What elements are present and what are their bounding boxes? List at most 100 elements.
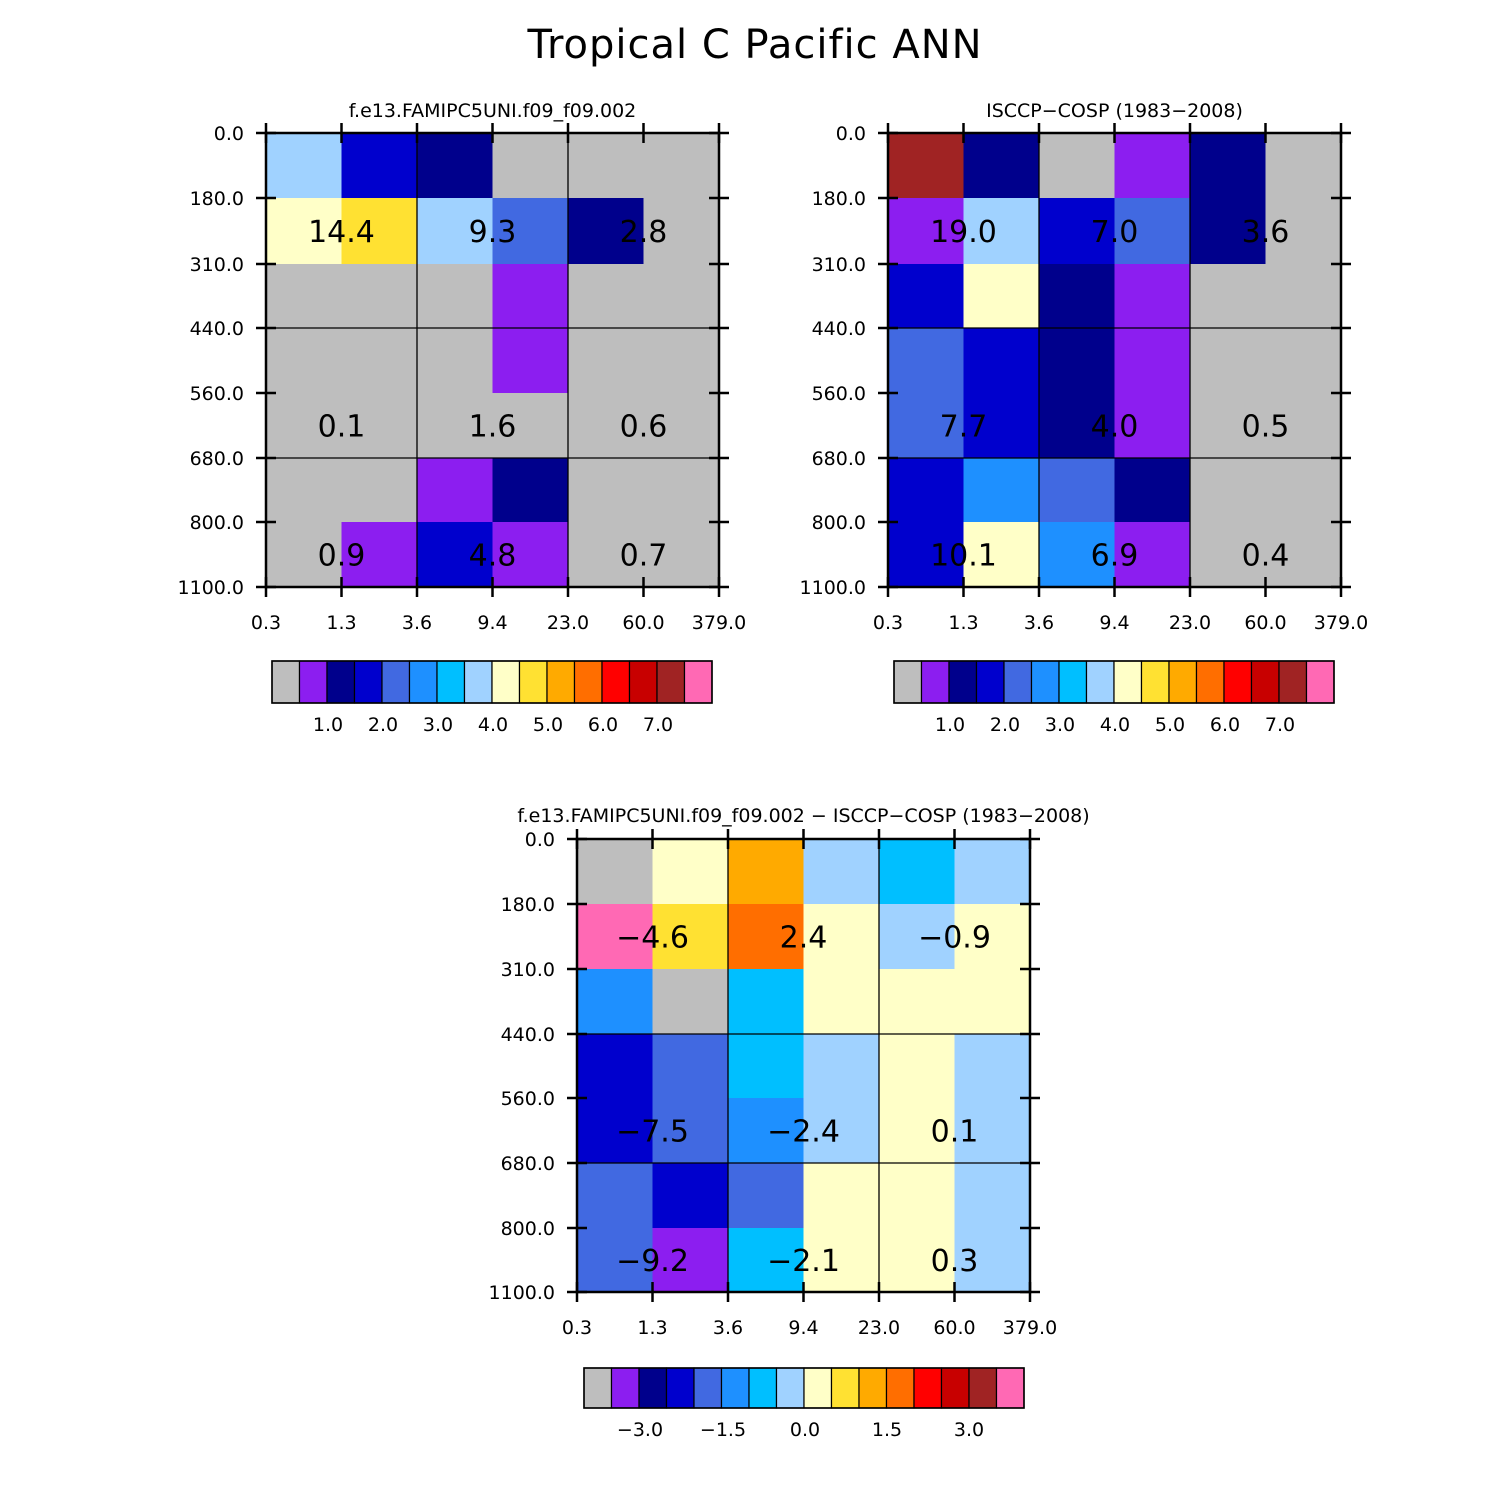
heatmap-cell <box>341 458 418 523</box>
heatmap-cell <box>643 522 720 588</box>
panel-title: f.e13.FAMIPC5UNI.f09_f09.002 <box>349 100 637 122</box>
heatmap-cell <box>417 198 493 265</box>
heatmap-cell <box>492 133 569 199</box>
heatmap-cell <box>1114 522 1191 588</box>
heatmap-cell <box>954 839 1031 905</box>
heatmap-cell <box>492 522 569 588</box>
region-value-label: −4.6 <box>616 921 689 956</box>
y-tick-label: 800.0 <box>812 512 866 534</box>
heatmap-cell <box>1190 133 1266 199</box>
x-tick-label: 60.0 <box>933 1317 975 1339</box>
heatmap-cell <box>803 904 880 970</box>
colorbar-swatch <box>326 660 356 704</box>
heatmap-cell <box>652 839 729 905</box>
heatmap-cell <box>492 198 569 265</box>
heatmap-cell <box>643 458 720 523</box>
x-tick-label: 9.4 <box>477 612 507 634</box>
colorbar-swatch <box>546 660 576 704</box>
heatmap-cell <box>728 904 804 970</box>
panel-title: f.e13.FAMIPC5UNI.f09_f09.002 − ISCCP−COS… <box>517 805 1089 827</box>
region-value-label: −0.9 <box>918 921 991 956</box>
heatmap-cell <box>652 1098 729 1164</box>
heatmap-cell <box>728 1034 804 1099</box>
y-tick-label: 800.0 <box>190 512 244 534</box>
colorbar-swatch <box>1003 660 1033 704</box>
colorbar-swatch <box>665 1367 695 1409</box>
colorbar-label: 6.0 <box>588 714 618 736</box>
heatmap-cell <box>577 1098 653 1164</box>
colorbar-swatch <box>1113 660 1143 704</box>
colorbar-swatch <box>720 1367 750 1409</box>
heatmap-cell <box>1190 328 1266 394</box>
heatmap-cell <box>954 904 1031 970</box>
heatmap-cell <box>1114 458 1191 523</box>
region-value-label: 0.9 <box>318 539 366 574</box>
x-tick-label: 1.3 <box>637 1317 667 1339</box>
y-tick-label: 440.0 <box>190 318 244 340</box>
heatmap-cell <box>728 969 804 1035</box>
heatmap-cell <box>1114 133 1191 199</box>
heatmap-cell <box>888 198 964 265</box>
colorbar-frame <box>583 1367 1025 1409</box>
heatmap-cell <box>417 393 493 459</box>
colorbar-swatch <box>948 660 978 704</box>
heatmap-cell <box>1114 198 1191 265</box>
heatmap-cell <box>879 1098 955 1164</box>
heatmap-cell <box>1265 522 1342 588</box>
colorbar-swatch <box>573 660 603 704</box>
y-tick-label: 680.0 <box>812 448 866 470</box>
colorbar-label: 5.0 <box>1155 714 1185 736</box>
heatmap-cell <box>492 458 569 523</box>
colorbar-swatch <box>975 660 1005 704</box>
heatmap-cell <box>963 522 1040 588</box>
heatmap-cell <box>879 839 955 905</box>
colorbar-swatch <box>968 1367 998 1409</box>
colorbar-swatch <box>748 1367 778 1409</box>
y-tick-label: 1100.0 <box>489 1282 555 1304</box>
colorbar-label: −1.5 <box>700 1419 746 1441</box>
heatmap-cell <box>1039 393 1115 459</box>
heatmap-cell <box>417 264 493 329</box>
heatmap-cell <box>492 328 569 394</box>
heatmap-cell <box>266 458 342 523</box>
x-tick-label: 379.0 <box>1314 612 1368 634</box>
region-value-label: −9.2 <box>616 1244 689 1279</box>
colorbar-swatch <box>683 660 713 704</box>
x-tick-label: 1.3 <box>326 612 356 634</box>
heatmap-cell <box>963 328 1040 394</box>
heatmap-cell <box>492 393 569 459</box>
region-value-label: 0.1 <box>931 1115 979 1150</box>
heatmap-cell <box>1039 458 1115 523</box>
heatmap-cell <box>577 839 653 905</box>
y-tick-label: 560.0 <box>190 383 244 405</box>
colorbar-swatch <box>1168 660 1198 704</box>
colorbar-frame <box>271 660 713 704</box>
heatmap-cell <box>879 1163 955 1229</box>
x-tick-label: 0.3 <box>251 612 281 634</box>
x-tick-label: 9.4 <box>788 1317 818 1339</box>
heatmap-cell <box>577 1228 653 1293</box>
region-value-label: −2.4 <box>767 1115 840 1150</box>
colorbar-label: 1.5 <box>872 1419 902 1441</box>
colorbar-swatch <box>995 1367 1025 1409</box>
heatmap-cell <box>341 133 418 199</box>
heatmap-cell <box>341 264 418 329</box>
heatmap-cell <box>568 198 644 265</box>
heatmap-cell <box>568 264 644 329</box>
colorbar-swatch <box>1085 660 1115 704</box>
heatmap-cell <box>1114 328 1191 394</box>
x-tick-label: 3.6 <box>402 612 432 634</box>
heatmap-cell <box>341 198 418 265</box>
colorbar-swatch <box>518 660 548 704</box>
heatmap-cell <box>417 133 493 199</box>
heatmap-cell <box>1190 264 1266 329</box>
y-tick-label: 560.0 <box>501 1088 555 1110</box>
x-tick-label: 0.3 <box>873 612 903 634</box>
y-tick-label: 1100.0 <box>800 577 866 599</box>
colorbar-swatch <box>353 660 383 704</box>
x-tick-label: 60.0 <box>1244 612 1286 634</box>
heatmap-cell <box>568 328 644 394</box>
heatmap-cell <box>568 133 644 199</box>
colorbar-label: 6.0 <box>1210 714 1240 736</box>
